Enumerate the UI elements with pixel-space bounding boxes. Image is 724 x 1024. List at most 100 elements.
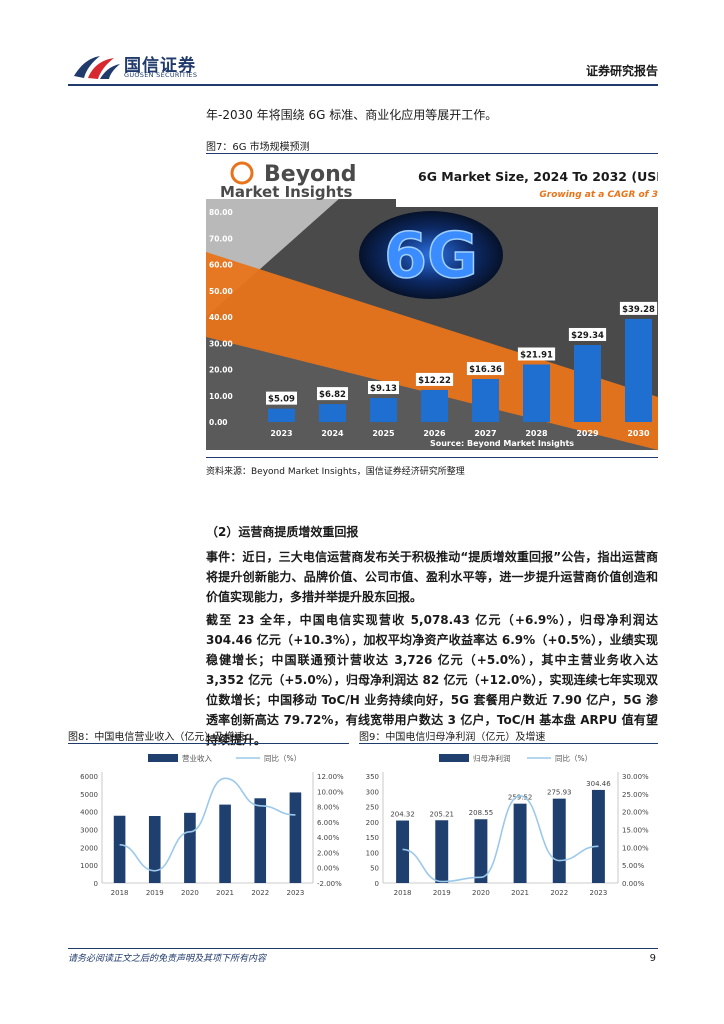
growth-line bbox=[402, 795, 599, 883]
x-tick-label: 2021 bbox=[216, 889, 234, 897]
market-size-chart: 6G Beyond Market Insights 6G Market Size… bbox=[206, 157, 658, 450]
bar bbox=[113, 815, 126, 883]
value-label-box bbox=[368, 381, 399, 395]
figure7-caption: 图7：6G 市场规模预测 bbox=[206, 142, 310, 153]
intro-text: 年-2030 年将围绕 6G 标准、商业化应用等展开工作。 bbox=[206, 108, 498, 122]
y-tick-label: 70.00 bbox=[209, 234, 233, 243]
bar bbox=[625, 318, 652, 422]
legend-bar-label: 归母净利润 bbox=[473, 753, 511, 763]
x-tick-label: 2022 bbox=[251, 889, 269, 897]
x-tick-label: 2021 bbox=[511, 889, 529, 897]
value-label: $9.13 bbox=[370, 384, 397, 394]
chart-title: 6G Market Size, 2024 To 2032 (USD Bill bbox=[418, 169, 658, 184]
y-tick-label: 40.00 bbox=[209, 313, 233, 322]
footer-divider bbox=[68, 948, 658, 949]
value-label: $39.28 bbox=[622, 305, 655, 315]
value-label: 204.32 bbox=[390, 811, 415, 819]
chart-subtitle: Growing at a CAGR of 3 bbox=[539, 190, 658, 200]
y-left-tick-label: 1000 bbox=[80, 862, 98, 870]
bar bbox=[319, 404, 346, 422]
beyond-logo-line1: Beyond bbox=[264, 162, 357, 187]
section-title: （2）运营商提质增效重回报 bbox=[206, 525, 359, 539]
x-tick-label: 2019 bbox=[146, 889, 164, 897]
value-label-box bbox=[415, 372, 454, 386]
value-label-box bbox=[568, 327, 607, 341]
y-left-tick-label: 0 bbox=[94, 880, 98, 888]
net-profit-chart: 归母净利润 同比（%） 0 50 100 150 200 250 300 350 0.00% 5.00… bbox=[366, 753, 649, 897]
y-left-tick-label: 300 bbox=[366, 788, 379, 796]
value-label: $29.34 bbox=[571, 331, 604, 341]
x-tick-label: 2029 bbox=[576, 429, 599, 438]
value-label: $5.09 bbox=[268, 395, 295, 405]
logo-text-en: GUOSEN SECURITIES bbox=[124, 71, 198, 79]
x-tick-label: 2023 bbox=[590, 889, 608, 897]
bar bbox=[148, 816, 161, 883]
x-tick-label: 2027 bbox=[474, 429, 496, 438]
y-right-tick-label: 8.00% bbox=[317, 804, 340, 812]
y-tick-label: 60.00 bbox=[209, 261, 233, 270]
x-tick-label: 2023 bbox=[287, 889, 305, 897]
value-label: 208.55 bbox=[469, 809, 494, 817]
x-tick-label: 2018 bbox=[394, 889, 412, 897]
legend-bar-swatch bbox=[439, 754, 469, 762]
value-label-box bbox=[517, 347, 556, 361]
growth-line bbox=[119, 777, 296, 872]
y-right-tick-label: 15.00% bbox=[622, 827, 649, 835]
x-tick-label: 2026 bbox=[423, 429, 446, 438]
y-right-tick-label: 30.00% bbox=[622, 773, 649, 781]
6g-graphic-text: 6G bbox=[384, 219, 478, 292]
y-left-tick-label: 50 bbox=[370, 865, 379, 873]
bar bbox=[552, 798, 566, 883]
page-number: 9 bbox=[649, 953, 656, 964]
value-label: 275.93 bbox=[547, 789, 572, 797]
y-left-tick-label: 4000 bbox=[80, 809, 98, 817]
figure9-caption: 图9：中国电信归母净利润（亿元）及增速 bbox=[359, 732, 546, 743]
x-tick-label: 2024 bbox=[321, 429, 344, 438]
bar bbox=[523, 364, 550, 422]
legend-line-label: 同比（%） bbox=[555, 753, 592, 763]
figure7-bottom-rule bbox=[206, 457, 658, 458]
y-right-tick-label: -2.00% bbox=[317, 880, 342, 888]
x-tick-label: 2020 bbox=[181, 889, 199, 897]
report-type-label: 证券研究报告 bbox=[585, 64, 658, 78]
value-label-box bbox=[619, 301, 658, 315]
x-tick-label: 2028 bbox=[525, 429, 548, 438]
bar bbox=[421, 389, 448, 422]
value-label-box bbox=[266, 391, 297, 405]
legend-bar-label: 营业收入 bbox=[182, 753, 212, 763]
logo-text-cn: 国信证券 bbox=[124, 56, 196, 76]
y-right-tick-label: 20.00% bbox=[622, 809, 649, 817]
x-tick-label: 2018 bbox=[111, 889, 129, 897]
x-tick-label: 2023 bbox=[270, 429, 292, 438]
value-label-box bbox=[317, 387, 348, 401]
bar bbox=[591, 789, 605, 883]
guosen-logo-mark bbox=[74, 56, 120, 79]
bar bbox=[472, 379, 499, 422]
y-right-tick-label: 4.00% bbox=[317, 834, 340, 842]
bar bbox=[435, 820, 449, 883]
value-label: 304.46 bbox=[586, 780, 611, 788]
y-right-tick-label: 10.00% bbox=[622, 844, 649, 852]
y-right-tick-label: 0.00% bbox=[317, 865, 340, 873]
y-left-tick-label: 5000 bbox=[80, 791, 98, 799]
bar bbox=[254, 798, 267, 883]
bar bbox=[513, 803, 527, 883]
chart-source-label: Source: Beyond Market Insights bbox=[430, 439, 574, 448]
y-right-tick-label: 5.00% bbox=[622, 862, 645, 870]
x-tick-label: 2020 bbox=[472, 889, 490, 897]
header-divider bbox=[68, 84, 658, 86]
x-tick-label: 2022 bbox=[550, 889, 568, 897]
value-label-box bbox=[466, 362, 505, 376]
y-tick-label: 30.00 bbox=[209, 339, 233, 348]
x-tick-label: 2019 bbox=[433, 889, 451, 897]
bar bbox=[219, 804, 231, 883]
paragraph-event: 事件：近日，三大电信运营商发布关于积极推动“提质增效重回报”公告，指出运营商将提… bbox=[206, 550, 658, 604]
bar bbox=[370, 398, 397, 422]
value-label: $6.82 bbox=[319, 390, 346, 400]
y-left-tick-label: 150 bbox=[366, 834, 379, 842]
bar bbox=[289, 792, 302, 883]
y-left-tick-label: 0 bbox=[375, 880, 379, 888]
revenue-chart: 营业收入 同比（%） 0 1000 2000 3000 4000 5000 6000 -2.00%… bbox=[80, 753, 344, 897]
y-left-tick-label: 3000 bbox=[80, 827, 98, 835]
y-left-tick-label: 350 bbox=[366, 773, 379, 781]
